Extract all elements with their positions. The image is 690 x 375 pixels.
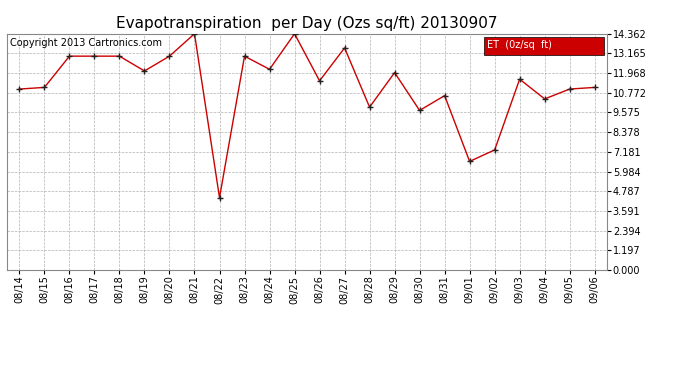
Text: Copyright 2013 Cartronics.com: Copyright 2013 Cartronics.com	[10, 39, 162, 48]
Text: ET  (0z/sq  ft): ET (0z/sq ft)	[487, 40, 552, 50]
Title: Evapotranspiration  per Day (Ozs sq/ft) 20130907: Evapotranspiration per Day (Ozs sq/ft) 2…	[117, 16, 497, 31]
FancyBboxPatch shape	[484, 37, 604, 55]
